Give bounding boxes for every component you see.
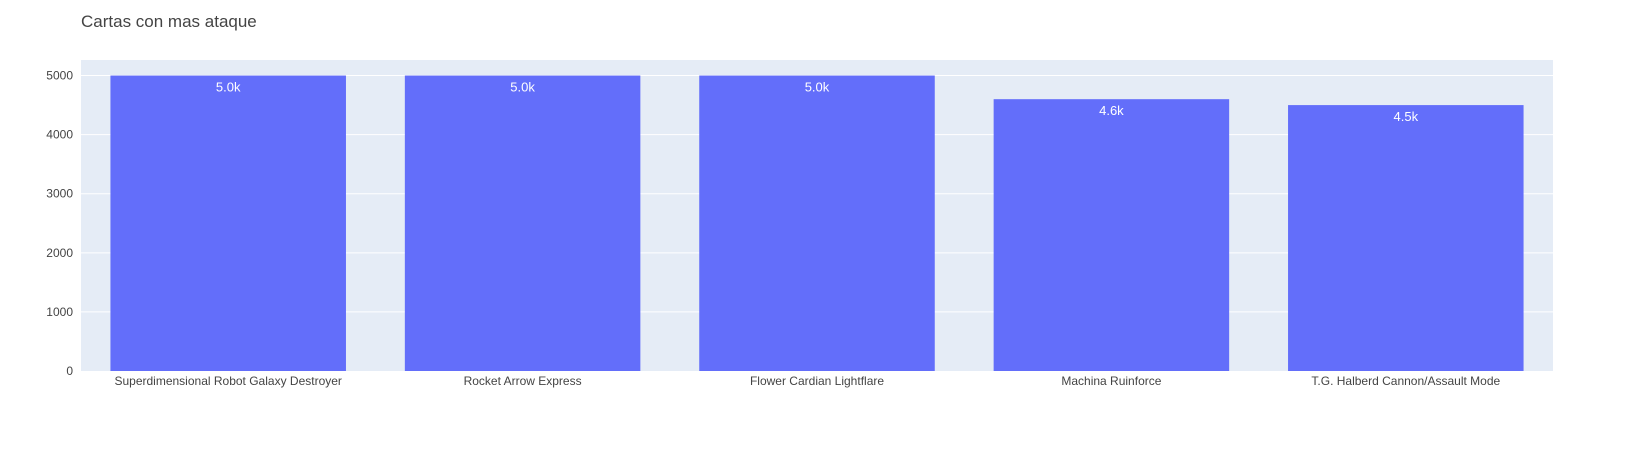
- bar-value-label: 5.0k: [510, 80, 535, 95]
- y-tick-label: 0: [66, 364, 73, 378]
- bar[interactable]: [699, 75, 935, 371]
- bar-value-label: 5.0k: [805, 80, 830, 95]
- y-tick-label: 1000: [46, 305, 73, 319]
- bar[interactable]: [993, 99, 1230, 371]
- bar-value-label: 5.0k: [216, 80, 241, 95]
- x-tick-label: Rocket Arrow Express: [464, 374, 582, 388]
- bar-value-label: 4.5k: [1394, 109, 1419, 124]
- y-tick-label: 4000: [46, 128, 73, 142]
- bar[interactable]: [404, 75, 641, 371]
- bar-value-label: 4.6k: [1099, 103, 1124, 118]
- bars: [110, 75, 1524, 371]
- y-tick-label: 2000: [46, 246, 73, 260]
- y-tick-label: 3000: [46, 187, 73, 201]
- x-axis-tick-labels: Superdimensional Robot Galaxy Destroyer R…: [114, 374, 1500, 388]
- y-axis-tick-labels: 0 1000 2000 3000 4000 5000: [46, 69, 73, 378]
- x-tick-label: Flower Cardian Lightflare: [750, 374, 884, 388]
- y-tick-label: 5000: [46, 69, 73, 83]
- x-tick-label: Machina Ruinforce: [1061, 374, 1161, 388]
- x-tick-label: T.G. Halberd Cannon/Assault Mode: [1311, 374, 1500, 388]
- x-tick-label: Superdimensional Robot Galaxy Destroyer: [114, 374, 341, 388]
- data-labels: 5.0k 5.0k 5.0k 4.6k 4.5k: [216, 80, 1419, 125]
- chart-title: Cartas con mas ataque: [81, 12, 257, 31]
- bar[interactable]: [1288, 105, 1524, 371]
- bar[interactable]: [110, 75, 346, 371]
